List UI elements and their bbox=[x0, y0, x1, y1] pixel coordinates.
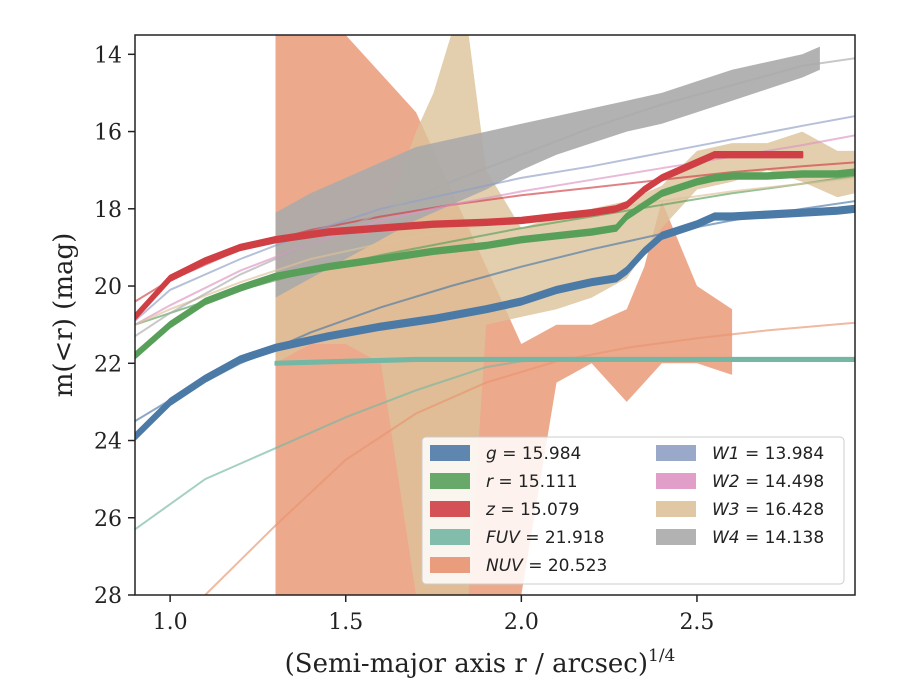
legend-entry-w2: W2 = 14.498 bbox=[656, 472, 824, 492]
plot-frame bbox=[134, 34, 856, 596]
legend-box bbox=[421, 436, 845, 585]
y-tick-label: 18 bbox=[94, 198, 122, 223]
legend-label: FUV = 21.918 bbox=[486, 528, 604, 548]
legend-swatch bbox=[656, 501, 696, 517]
model-curve-w1 bbox=[135, 115, 855, 322]
x-axis-ticks: 1.0 1.5 2.0 2.5 bbox=[153, 595, 714, 635]
y-axis-ticks: 14 16 18 20 22 24 26 28 bbox=[94, 43, 135, 609]
y-tick-label: 20 bbox=[94, 275, 122, 300]
legend-swatch bbox=[430, 445, 470, 461]
x-tick-label: 1.0 bbox=[153, 610, 188, 635]
legend-label: g = 15.984 bbox=[486, 444, 581, 464]
legend-entry-w4: W4 = 14.138 bbox=[656, 528, 824, 548]
legend-label: W4 = 14.138 bbox=[712, 528, 824, 548]
profile-r bbox=[135, 168, 855, 360]
measured-profiles bbox=[135, 151, 855, 441]
band-w4 bbox=[275, 46, 820, 298]
legend-entry-r: r = 15.111 bbox=[430, 472, 578, 492]
profile-g bbox=[135, 204, 855, 441]
legend-swatch bbox=[430, 557, 470, 573]
y-tick-label: 24 bbox=[94, 430, 122, 455]
legend-entry-nuv: NUV = 20.523 bbox=[430, 556, 607, 576]
x-tick-label: 2.5 bbox=[679, 610, 714, 635]
legend-swatch bbox=[656, 445, 696, 461]
legend-label: NUV = 20.523 bbox=[486, 556, 607, 576]
x-tick-label: 1.5 bbox=[328, 610, 363, 635]
model-curve-w4 bbox=[135, 57, 855, 338]
legend-label: r = 15.111 bbox=[486, 472, 578, 492]
y-tick-label: 16 bbox=[94, 121, 122, 146]
legend-entry-g: g = 15.984 bbox=[430, 444, 581, 464]
legend-swatch bbox=[656, 473, 696, 489]
y-axis-label: m(<r) (mag) bbox=[49, 233, 79, 398]
legend-label: z = 15.079 bbox=[485, 500, 579, 520]
legend-entry-z: z = 15.079 bbox=[430, 500, 579, 520]
legend: g = 15.984 r = 15.111 z = 15.079 FUV = 21.9… bbox=[421, 436, 845, 585]
x-axis-label: (Semi-major axis r / arcsec)1/4 bbox=[285, 646, 676, 679]
legend-label: W1 = 13.984 bbox=[712, 444, 824, 464]
legend-entry-fuv: FUV = 21.918 bbox=[430, 528, 604, 548]
legend-label: W3 = 16.428 bbox=[712, 500, 824, 520]
legend-entry-w3: W3 = 16.428 bbox=[656, 500, 824, 520]
y-tick-label: 28 bbox=[94, 584, 122, 609]
y-tick-label: 14 bbox=[94, 43, 122, 68]
profile-z bbox=[135, 151, 804, 321]
profile-fuv bbox=[274, 356, 855, 366]
legend-swatch bbox=[430, 529, 470, 545]
x-tick-label: 2.0 bbox=[504, 610, 539, 635]
y-tick-label: 22 bbox=[94, 352, 122, 377]
legend-swatch bbox=[430, 501, 470, 517]
legend-swatch bbox=[430, 473, 470, 489]
legend-swatch bbox=[656, 529, 696, 545]
legend-entry-w1: W1 = 13.984 bbox=[656, 444, 824, 464]
legend-label: W2 = 14.498 bbox=[712, 472, 824, 492]
y-tick-label: 26 bbox=[94, 507, 122, 532]
model-curve-nuv bbox=[204, 321, 855, 595]
